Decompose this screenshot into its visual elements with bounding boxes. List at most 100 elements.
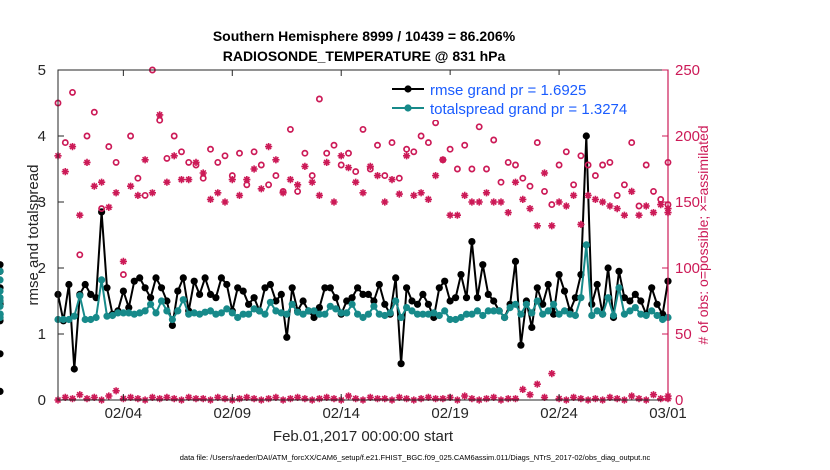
- series-1-point: [452, 315, 460, 324]
- series-1-point: [539, 310, 547, 318]
- series-0-point: [626, 297, 634, 305]
- series-3-point-stroke: [366, 162, 374, 170]
- series-3-point: [599, 198, 607, 206]
- series-3-point-stroke: [657, 201, 665, 209]
- series-0-point: [288, 284, 296, 292]
- series-4-point-stroke: [192, 395, 200, 403]
- series-1-point: [397, 313, 405, 322]
- series-1-point: [604, 294, 612, 302]
- series-1-point: [283, 310, 291, 318]
- series-2-point: [315, 95, 323, 103]
- series-0-point: [70, 365, 78, 373]
- series-1-point: [239, 310, 247, 318]
- series-0-point: [326, 284, 334, 292]
- series-0-point: [65, 280, 73, 289]
- series-1-point: [343, 309, 351, 317]
- series-0-point: [141, 284, 149, 292]
- series-1-point: [0, 302, 4, 310]
- series-3-point-stroke: [526, 205, 534, 213]
- series-1-point: [642, 311, 650, 320]
- x-axis-label: Feb.01,2017 00:00:00 start: [273, 428, 454, 445]
- y-tick-label: 4: [38, 128, 46, 145]
- series-0-point: [277, 290, 285, 298]
- series-0-point: [315, 304, 323, 312]
- series-4-point: [76, 391, 84, 399]
- series-0-point: [0, 261, 4, 269]
- series-4-point: [83, 395, 91, 403]
- legend-rmse-marker: [404, 85, 412, 93]
- series-0-point: [174, 287, 182, 295]
- series-3-point: [606, 202, 614, 210]
- series-1-point: [92, 313, 100, 322]
- series-4-point: [352, 395, 360, 403]
- x-tick-label: 02/14: [322, 405, 360, 422]
- series-4-point-stroke: [301, 395, 309, 403]
- series-4-point-stroke: [628, 392, 636, 400]
- series-2-point: [526, 182, 534, 190]
- series-2-point: [606, 158, 614, 166]
- series-1-point: [582, 241, 590, 249]
- series-1-point: [550, 300, 558, 308]
- series-3-point: [519, 195, 527, 203]
- series-2-point: [642, 161, 650, 169]
- series-0-point: [147, 294, 155, 302]
- series-4-point-stroke: [83, 395, 91, 403]
- series-2-point: [83, 132, 91, 140]
- series-1-point: [108, 311, 117, 320]
- series-4-point-stroke: [214, 393, 222, 401]
- series-3-point: [373, 172, 382, 180]
- series-2-point: [512, 161, 519, 169]
- series-3-point: [221, 198, 229, 206]
- series-3-point: [315, 191, 323, 199]
- y-tick-label: 2: [38, 260, 46, 277]
- series-3-point-stroke: [555, 198, 563, 206]
- series-2-point: [403, 145, 411, 153]
- series-1-point: [566, 310, 574, 318]
- series-1-point: [266, 298, 274, 306]
- series-0-point: [408, 297, 416, 305]
- series-1-point: [125, 309, 133, 317]
- x-tick-label: 02/09: [214, 405, 252, 422]
- series-1-point: [206, 307, 215, 315]
- series-1-point: [0, 276, 4, 284]
- series-3-point-stroke: [446, 211, 454, 219]
- series-3-point: [395, 190, 403, 198]
- series-3-point-stroke: [141, 156, 149, 164]
- series-3-point: [620, 211, 628, 219]
- series-3-point: [359, 189, 367, 197]
- series-3-point-stroke: [373, 172, 382, 180]
- series-1-point: [255, 307, 264, 315]
- series-4-point: [127, 393, 135, 401]
- series-0-point: [659, 310, 667, 318]
- series-4-point: [613, 395, 621, 403]
- series-1-point: [315, 310, 323, 318]
- series-1-point: [348, 300, 356, 308]
- series-1-point: [462, 310, 471, 318]
- footer-filepath: data file: /Users/raeder/DAI/ATM_forcXX/…: [180, 453, 651, 462]
- series-4-point: [461, 392, 469, 400]
- series-1-point: [81, 315, 89, 324]
- series-3-point: [570, 191, 578, 199]
- series-4-point: [366, 393, 374, 401]
- series-1-point: [457, 313, 465, 322]
- series-3-point: [265, 143, 273, 151]
- series-4-point: [61, 393, 69, 401]
- series-2-point: [178, 148, 185, 156]
- series-1-point: [659, 315, 667, 324]
- y2-axis-label: # of obs: o=possible; ×=assimilated: [695, 125, 711, 344]
- series-3-point-stroke: [591, 195, 599, 203]
- series-2-point: [105, 143, 113, 151]
- series-0-point: [397, 360, 405, 368]
- series-4-point-stroke: [156, 395, 164, 403]
- series-4-point: [185, 393, 193, 401]
- series-4-point-stroke: [352, 395, 360, 403]
- series-0-point: [0, 350, 4, 358]
- series-4-point: [373, 395, 382, 403]
- series-3-point: [511, 178, 520, 186]
- series-3-point-stroke: [221, 198, 229, 206]
- series-3-point: [279, 189, 287, 197]
- series-3-point: [301, 162, 309, 170]
- series-0-point: [419, 290, 427, 298]
- series-4-point: [265, 395, 273, 403]
- series-3-point-stroke: [548, 222, 556, 230]
